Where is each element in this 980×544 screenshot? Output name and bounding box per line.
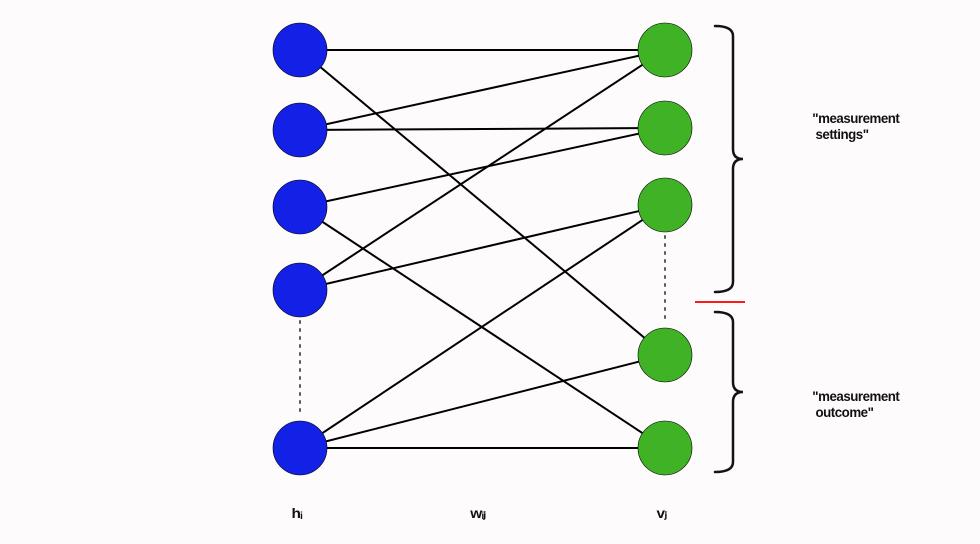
right-node	[638, 421, 692, 475]
left-node	[273, 23, 327, 77]
group-bracket	[715, 312, 743, 472]
bipartite-diagram: { "diagram": { "type": "network", "backg…	[0, 0, 980, 544]
center-axis-label: wᵢⱼ	[470, 505, 485, 522]
right-node	[638, 328, 692, 382]
diagram-svg	[0, 0, 980, 544]
edge	[300, 50, 665, 130]
right-axis-label: vⱼ	[657, 505, 667, 522]
group-bracket	[715, 26, 743, 292]
left-node	[273, 263, 327, 317]
right-node	[638, 178, 692, 232]
edge	[300, 128, 665, 130]
left-node	[273, 180, 327, 234]
edge	[300, 205, 665, 290]
group-label-settings: "measurement settings"	[812, 110, 899, 142]
edge	[300, 50, 665, 355]
left-node	[273, 103, 327, 157]
right-node	[638, 23, 692, 77]
edge	[300, 128, 665, 207]
left-axis-label: hᵢ	[292, 505, 302, 521]
left-node	[273, 421, 327, 475]
right-node	[638, 101, 692, 155]
edge	[300, 50, 665, 290]
group-label-outcome: "measurement outcome"	[812, 388, 899, 420]
edge	[300, 355, 665, 448]
